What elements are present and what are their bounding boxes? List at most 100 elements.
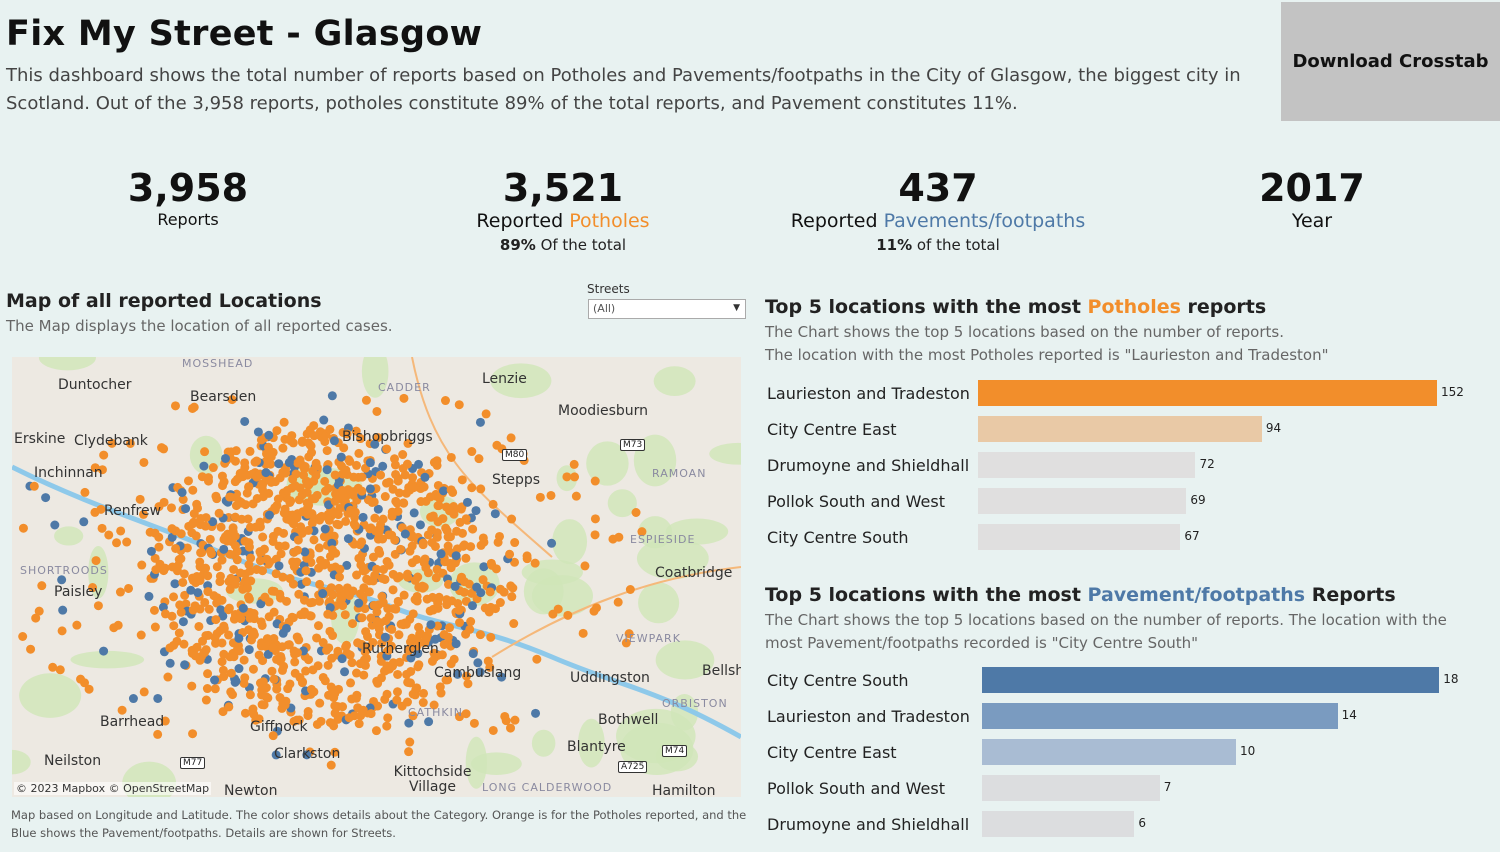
map-park <box>709 442 741 465</box>
bar[interactable] <box>978 524 1181 550</box>
map-report-point <box>245 690 255 700</box>
bar-row[interactable]: Pollok South and West 7 <box>767 775 1487 803</box>
map-report-point <box>506 723 516 733</box>
map-report-point <box>330 747 340 757</box>
map-report-point <box>394 630 404 640</box>
bar-row[interactable]: Drumoyne and Shieldhall 72 <box>767 452 1487 480</box>
bar-label: Laurieston and Tradeston <box>767 384 970 403</box>
map-report-point <box>358 705 368 715</box>
map-report-point <box>307 518 317 528</box>
map-report-point <box>435 682 445 692</box>
bar[interactable] <box>982 811 1135 837</box>
map-report-point <box>475 417 485 427</box>
map-report-point <box>403 677 413 687</box>
map-report-point <box>264 510 274 520</box>
map-report-point <box>80 487 90 497</box>
bar-row[interactable]: Laurieston and Tradeston 14 <box>767 703 1487 731</box>
bar[interactable] <box>982 775 1160 801</box>
map-report-point <box>58 605 68 615</box>
map[interactable]: Duntocher Bearsden Lenzie Moodiesburn Erskin… <box>12 357 741 797</box>
map-report-point <box>224 702 234 712</box>
map-report-point <box>342 640 352 650</box>
map-report-point <box>491 564 501 574</box>
map-report-point <box>57 575 67 585</box>
bar-row[interactable]: City Centre South 18 <box>767 667 1487 695</box>
map-report-point <box>410 575 420 585</box>
bar[interactable] <box>978 416 1262 442</box>
map-report-point <box>34 606 44 616</box>
map-report-point <box>135 494 145 504</box>
map-place-label: Blantyre <box>567 739 626 755</box>
bar[interactable] <box>978 452 1196 478</box>
map-report-point <box>41 493 51 503</box>
map-report-point <box>522 551 532 561</box>
bar-row[interactable]: City Centre East 94 <box>767 416 1487 444</box>
map-report-point <box>429 700 439 710</box>
map-report-point <box>366 523 376 533</box>
map-report-point <box>440 396 450 406</box>
map-report-point <box>341 465 351 475</box>
map-road-shield: M73 <box>620 439 646 451</box>
map-report-point <box>248 499 258 509</box>
map-report-point <box>188 485 198 495</box>
map-attribution[interactable]: © 2023 Mapbox © OpenStreetMap <box>14 782 212 795</box>
map-report-point <box>214 508 224 518</box>
bar[interactable] <box>978 488 1187 514</box>
download-crosstab-button[interactable]: Download Crosstab <box>1281 2 1500 121</box>
map-place-label: Newton <box>224 783 278 797</box>
streets-filter-dropdown[interactable]: (All) ▼ <box>588 299 746 319</box>
bar-row[interactable]: City Centre East 10 <box>767 739 1487 767</box>
map-report-point <box>621 638 631 648</box>
map-report-point <box>340 667 350 677</box>
map-report-point <box>178 617 188 627</box>
map-report-point <box>374 624 384 634</box>
map-place-label: Lenzie <box>482 371 527 387</box>
map-report-point <box>414 660 424 670</box>
map-report-point <box>224 630 234 640</box>
bar-row[interactable]: Laurieston and Tradeston 152 <box>767 380 1487 408</box>
map-report-point <box>128 694 138 704</box>
bar-row[interactable]: Pollok South and West 69 <box>767 488 1487 516</box>
map-report-point <box>486 602 496 612</box>
map-report-point <box>355 589 365 599</box>
bar[interactable] <box>982 703 1338 729</box>
map-report-point <box>201 563 211 573</box>
map-report-point <box>241 500 251 510</box>
map-report-point <box>293 545 303 555</box>
bar[interactable] <box>982 739 1236 765</box>
bar-row[interactable]: Drumoyne and Shieldhall 6 <box>767 811 1487 839</box>
bar-value-label: 67 <box>1184 529 1200 543</box>
map-report-point <box>463 679 473 689</box>
kpi-potholes: 3,521 Reported Potholes 89% Of the total <box>413 166 713 254</box>
map-report-point <box>153 693 163 703</box>
map-report-point <box>29 481 39 491</box>
map-report-point <box>382 444 392 454</box>
map-place-label: Kittochside Village <box>393 764 472 795</box>
map-report-point <box>225 652 235 662</box>
map-report-point <box>281 623 291 633</box>
map-report-point <box>91 556 101 566</box>
map-report-point <box>409 508 419 518</box>
map-report-point <box>390 460 400 470</box>
map-park <box>552 519 588 565</box>
map-report-point <box>245 522 255 532</box>
map-report-point <box>360 604 370 614</box>
map-report-point <box>384 560 394 570</box>
map-report-point <box>483 656 493 666</box>
bar[interactable] <box>978 380 1438 406</box>
map-report-point <box>269 674 279 684</box>
map-report-point <box>416 497 426 507</box>
map-park <box>490 363 552 399</box>
map-report-point <box>400 529 410 539</box>
map-report-point <box>258 492 268 502</box>
map-report-point <box>163 672 173 682</box>
pavement-chart-title: Top 5 locations with the most Pavement/f… <box>765 584 1396 606</box>
map-report-point <box>146 546 156 556</box>
map-report-point <box>373 433 383 443</box>
map-report-point <box>392 695 402 705</box>
potholes-bar-chart: Laurieston and Tradeston 152 City Centre E… <box>767 380 1487 555</box>
map-report-point <box>345 650 355 660</box>
map-report-point <box>382 689 392 699</box>
bar-row[interactable]: City Centre South 67 <box>767 524 1487 552</box>
bar[interactable] <box>982 667 1440 693</box>
